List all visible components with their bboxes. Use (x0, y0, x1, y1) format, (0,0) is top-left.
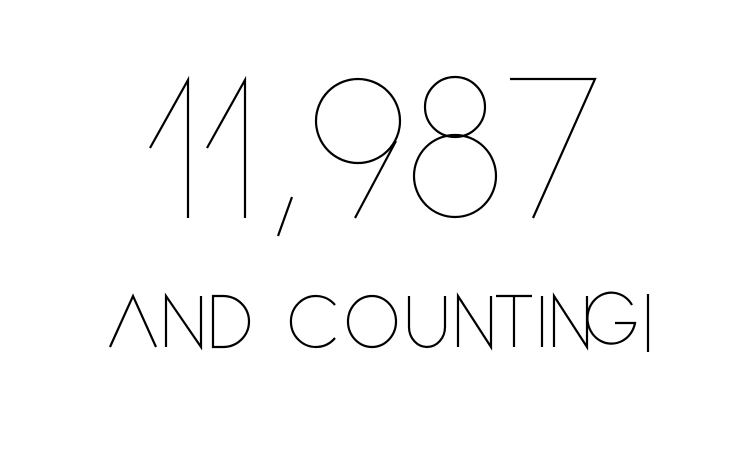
digit-8 (412, 75, 498, 219)
comma (276, 196, 294, 237)
letter-D (211, 294, 251, 349)
letter-C (289, 294, 336, 349)
digit-1-second (206, 75, 247, 218)
letter-N-3 (552, 292, 589, 351)
digit-1-first (149, 75, 190, 218)
letter-T (496, 294, 532, 347)
tagline (108, 291, 650, 352)
letter-U (407, 296, 447, 349)
digit-9 (314, 77, 402, 219)
counter-value (149, 75, 597, 237)
letter-N (164, 292, 203, 351)
letter-O (346, 294, 398, 349)
letter-G (586, 291, 637, 345)
digit-7 (510, 77, 597, 219)
letter-A (108, 293, 158, 348)
letter-N-2 (456, 292, 493, 351)
